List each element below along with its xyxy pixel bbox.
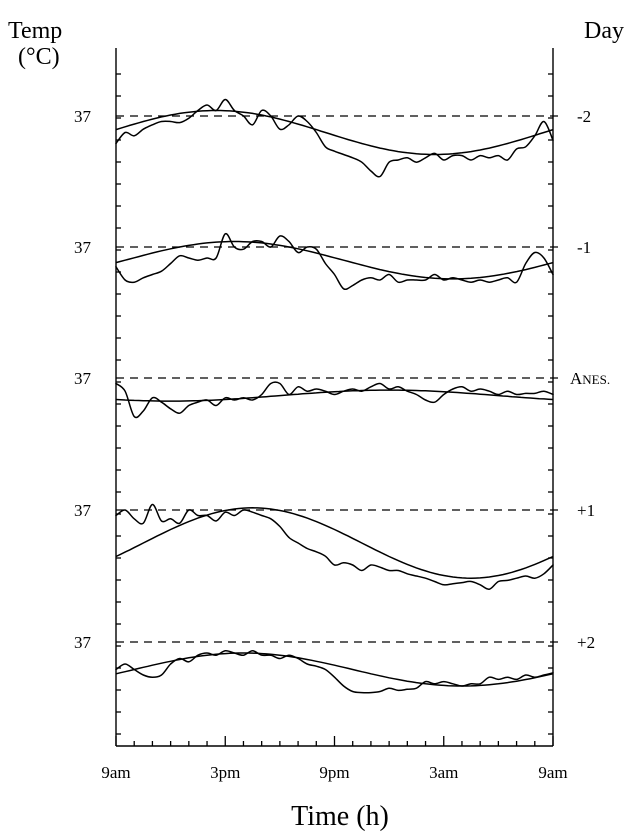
y-axis-title-line2: (°C) [18, 44, 60, 70]
observed-temperature-line [115, 381, 554, 419]
cosinor-fit-line [115, 109, 554, 156]
day-label: -1 [577, 238, 591, 257]
day-label: -2 [577, 107, 591, 126]
cosinor-fit-line [115, 652, 554, 687]
x-tick-label: 3am [429, 763, 458, 782]
panel-day-4: 37 +2 [74, 633, 595, 694]
panel-day-0: 37 -2 [74, 98, 591, 178]
panel-day-3: 37 +1 [74, 501, 595, 590]
x-tick-label: 9pm [319, 763, 349, 782]
y-axis-ticks [116, 73, 553, 735]
day-label: ANES. [570, 369, 610, 388]
cosinor-fit-line [115, 240, 554, 280]
x-tick-label: 9am [101, 763, 130, 782]
day-label: +2 [577, 633, 595, 652]
x-axis-title: Time (h) [291, 801, 389, 832]
reference-label: 37 [74, 369, 92, 388]
x-axis-ticks: 9am 3pm 9pm 3am 9am [101, 736, 568, 782]
y-axis-title-line1: Temp [8, 18, 62, 44]
panel-day-1: 37 -1 [74, 232, 591, 291]
observed-temperature-line [115, 98, 554, 178]
reference-label: 37 [74, 107, 92, 126]
right-axis-title: Day [584, 18, 624, 44]
observed-temperature-line [115, 650, 554, 694]
x-tick-label: 9am [538, 763, 567, 782]
cosinor-fit-line [115, 507, 554, 579]
day-label: +1 [577, 501, 595, 520]
panel-day-2: 37 ANES. [74, 369, 610, 419]
cosinor-fit-line [115, 389, 554, 402]
observed-temperature-line [115, 503, 554, 590]
day-panels: 37 -2 37 -1 37 ANES. 37 +1 37 +2 [74, 98, 610, 694]
reference-label: 37 [74, 633, 92, 652]
reference-label: 37 [74, 501, 92, 520]
reference-label: 37 [74, 238, 92, 257]
x-tick-label: 3pm [210, 763, 240, 782]
observed-temperature-line [115, 232, 554, 291]
